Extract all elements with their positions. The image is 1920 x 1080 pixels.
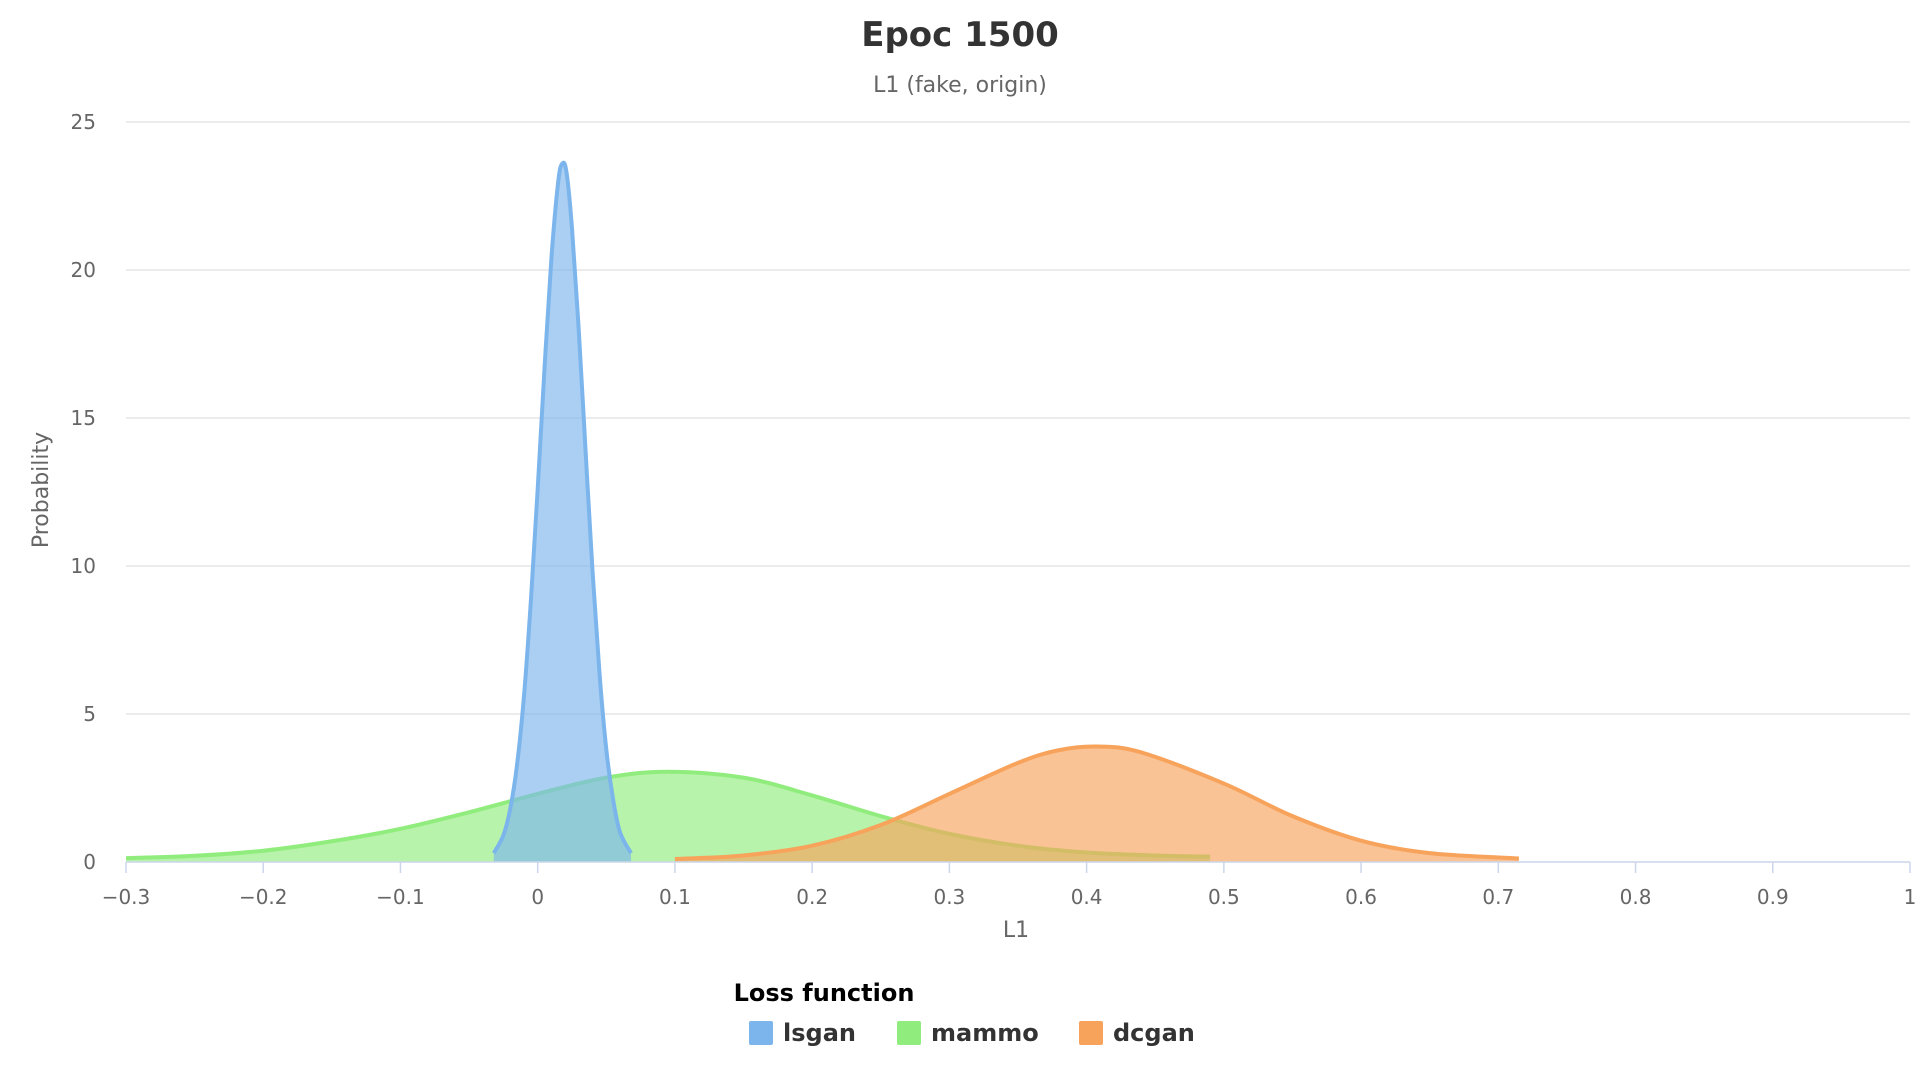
x-tick-label: −0.3 <box>102 885 151 909</box>
series-line-lsgan <box>492 160 633 855</box>
legend-swatch <box>897 1021 921 1045</box>
x-tick-label: −0.2 <box>239 885 288 909</box>
y-tick-label: 0 <box>83 850 96 874</box>
y-tick-label: 25 <box>71 110 96 134</box>
y-tick-label: 20 <box>71 258 96 282</box>
y-tick-label: 5 <box>83 702 96 726</box>
x-tick-label: 0.3 <box>933 885 965 909</box>
x-tick-label: 0.2 <box>796 885 828 909</box>
series-line-dcgan <box>674 744 1520 862</box>
grid-lines <box>126 121 1910 715</box>
y-tick-label: 15 <box>71 406 96 430</box>
axes: −0.3 −0.2 −0.1 0 0.1 0.2 0.3 0.4 0.5 0.6 0.7 0.8 0.9… <box>71 110 1917 909</box>
legend-title: Loss function <box>734 979 915 1007</box>
series-group <box>125 160 1520 863</box>
x-tick-label: 0 <box>531 885 544 909</box>
series-area-lsgan <box>493 162 632 863</box>
legend-label: dcgan <box>1113 1019 1195 1047</box>
legend-item-lsgan[interactable]: lsgan <box>749 1019 856 1047</box>
x-tick-label: −0.1 <box>376 885 425 909</box>
chart-title: Epoc 1500 <box>861 15 1059 55</box>
y-axis-title: Probability <box>29 432 54 548</box>
chart-subtitle: L1 (fake, origin) <box>873 73 1047 98</box>
x-axis-title: L1 <box>1003 918 1029 943</box>
x-tick-label: 1 <box>1904 885 1917 909</box>
x-tick-label: 0.1 <box>659 885 691 909</box>
x-tick-label: 0.8 <box>1620 885 1652 909</box>
legend-label: mammo <box>931 1019 1039 1047</box>
legend-label: lsgan <box>783 1019 856 1047</box>
x-tick-label: 0.9 <box>1757 885 1789 909</box>
series-area-dcgan <box>674 746 1519 862</box>
x-tick-label: 0.4 <box>1071 885 1103 909</box>
legend: lsgan mammo dcgan <box>749 1019 1195 1047</box>
legend-item-mammo[interactable]: mammo <box>897 1019 1039 1047</box>
legend-item-dcgan[interactable]: dcgan <box>1079 1019 1195 1047</box>
legend-swatch <box>749 1021 773 1045</box>
x-tick-label: 0.6 <box>1345 885 1377 909</box>
legend-swatch <box>1079 1021 1103 1045</box>
x-tick-label: 0.5 <box>1208 885 1240 909</box>
y-tick-label: 10 <box>71 554 96 578</box>
x-tick-label: 0.7 <box>1482 885 1514 909</box>
